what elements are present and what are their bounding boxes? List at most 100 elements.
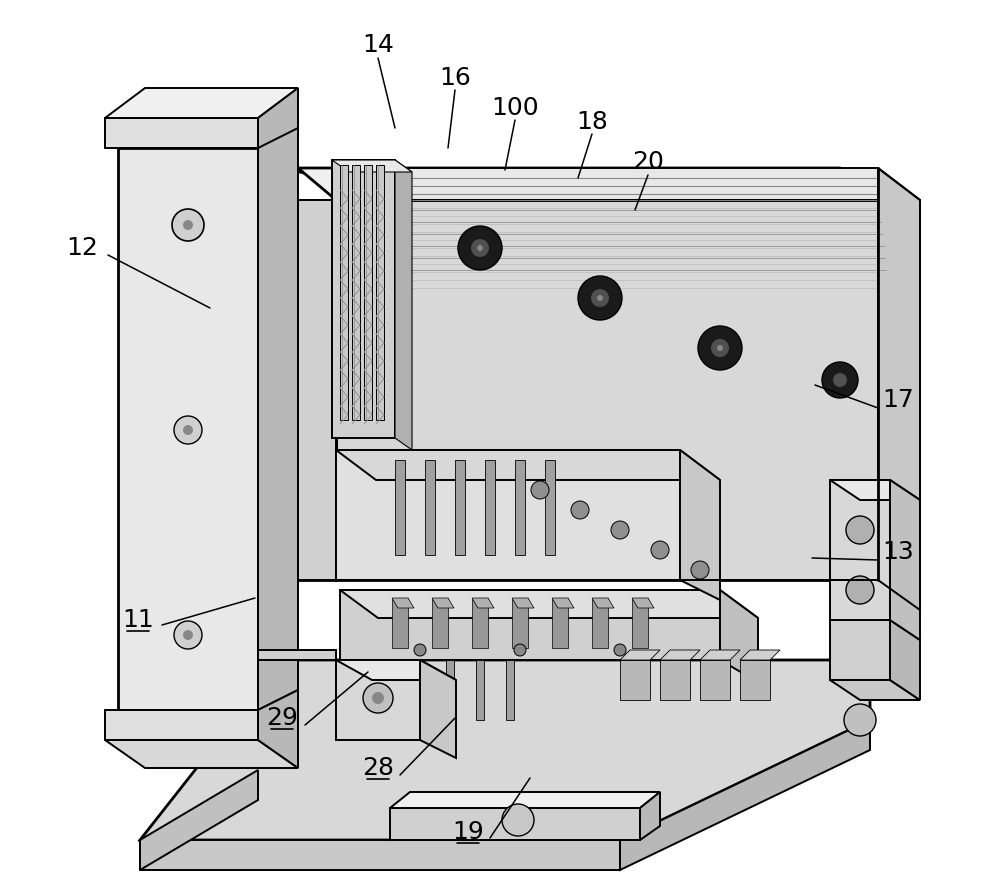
Circle shape (844, 704, 876, 736)
Polygon shape (420, 660, 456, 758)
Circle shape (414, 644, 426, 656)
Circle shape (174, 621, 202, 649)
Polygon shape (506, 660, 514, 720)
Polygon shape (830, 480, 920, 500)
Circle shape (846, 576, 874, 604)
Circle shape (698, 326, 742, 370)
Circle shape (571, 501, 589, 519)
Polygon shape (740, 650, 780, 660)
Polygon shape (878, 168, 920, 610)
Polygon shape (140, 770, 258, 870)
Circle shape (183, 425, 193, 435)
Circle shape (822, 362, 858, 398)
Polygon shape (298, 205, 436, 218)
Polygon shape (640, 792, 660, 840)
Polygon shape (472, 598, 494, 608)
Circle shape (597, 295, 603, 301)
Circle shape (477, 245, 483, 251)
Polygon shape (416, 660, 424, 720)
Circle shape (502, 804, 534, 836)
Polygon shape (298, 172, 870, 205)
Text: 28: 28 (362, 756, 394, 780)
Circle shape (370, 380, 390, 400)
Circle shape (370, 280, 390, 300)
Polygon shape (298, 200, 336, 580)
Polygon shape (340, 165, 348, 420)
Circle shape (356, 266, 404, 314)
Polygon shape (392, 598, 414, 608)
Circle shape (183, 630, 193, 640)
Text: 16: 16 (439, 66, 471, 90)
Polygon shape (118, 148, 258, 710)
Polygon shape (830, 620, 890, 680)
Polygon shape (830, 680, 920, 700)
Polygon shape (340, 590, 758, 618)
Circle shape (846, 516, 874, 544)
Text: 19: 19 (452, 820, 484, 844)
Polygon shape (432, 598, 448, 648)
Circle shape (183, 220, 193, 230)
Polygon shape (680, 450, 720, 600)
Polygon shape (446, 660, 454, 720)
Polygon shape (552, 598, 568, 648)
Polygon shape (376, 165, 384, 420)
Polygon shape (336, 660, 420, 740)
Polygon shape (336, 200, 878, 580)
Polygon shape (620, 650, 660, 660)
Text: 13: 13 (882, 540, 914, 564)
Circle shape (717, 345, 723, 351)
Polygon shape (298, 168, 878, 200)
Polygon shape (700, 660, 730, 700)
Circle shape (591, 289, 609, 307)
Circle shape (172, 209, 204, 241)
Polygon shape (336, 660, 456, 680)
Circle shape (471, 239, 489, 257)
Polygon shape (105, 118, 258, 148)
Polygon shape (552, 598, 574, 608)
Polygon shape (392, 598, 408, 648)
Circle shape (356, 366, 404, 414)
Text: 12: 12 (66, 236, 98, 260)
Polygon shape (105, 88, 298, 118)
Text: 11: 11 (122, 608, 154, 632)
Circle shape (611, 521, 629, 539)
Circle shape (363, 683, 393, 713)
Polygon shape (258, 690, 298, 768)
Circle shape (372, 692, 384, 704)
Circle shape (376, 336, 384, 344)
Polygon shape (425, 460, 435, 555)
Polygon shape (512, 598, 534, 608)
Circle shape (458, 226, 502, 270)
Polygon shape (140, 840, 620, 870)
Circle shape (531, 481, 549, 499)
Circle shape (614, 644, 626, 656)
Polygon shape (830, 480, 890, 620)
Polygon shape (515, 460, 525, 555)
Polygon shape (332, 160, 412, 172)
Polygon shape (632, 598, 648, 648)
Polygon shape (395, 460, 405, 555)
Polygon shape (592, 598, 608, 648)
Text: 18: 18 (576, 110, 608, 134)
Circle shape (711, 339, 729, 357)
Polygon shape (432, 598, 454, 608)
Polygon shape (455, 460, 465, 555)
Polygon shape (364, 165, 372, 420)
Text: 100: 100 (491, 96, 539, 120)
Polygon shape (476, 660, 484, 720)
Circle shape (833, 373, 847, 387)
Circle shape (514, 644, 526, 656)
Circle shape (376, 286, 384, 294)
Polygon shape (512, 598, 528, 648)
Polygon shape (592, 598, 614, 608)
Polygon shape (620, 720, 870, 870)
Polygon shape (890, 620, 920, 700)
Polygon shape (258, 88, 298, 148)
Circle shape (376, 386, 384, 394)
Circle shape (174, 416, 202, 444)
Polygon shape (740, 660, 770, 700)
Polygon shape (545, 460, 555, 555)
Polygon shape (105, 710, 258, 740)
Polygon shape (140, 660, 870, 840)
Circle shape (356, 316, 404, 364)
